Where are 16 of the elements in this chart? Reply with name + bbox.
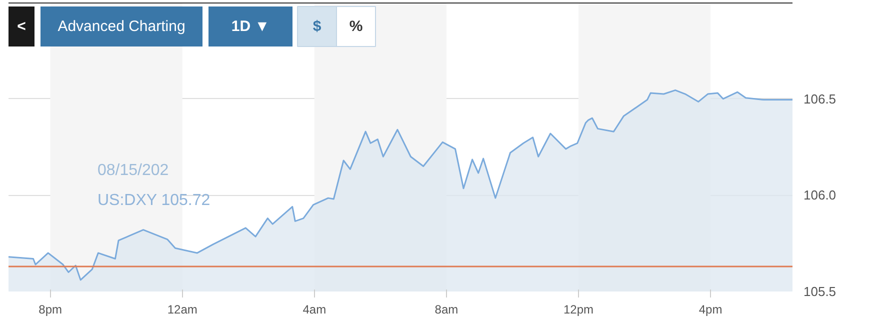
annotation: Advanced Charting [58, 18, 186, 35]
annotation: 1D ▼ [231, 18, 270, 35]
x-tick-label: 12am [167, 302, 198, 316]
annotation: US:DXY 105.72 [98, 192, 210, 209]
y-tick-label: 106.5 [804, 91, 836, 106]
x-tick-label: 8pm [38, 302, 62, 316]
x-tick-label: 12pm [563, 302, 594, 316]
x-tick-label: 4pm [698, 302, 722, 316]
x-tick-label: 4am [302, 302, 326, 316]
y-tick-label: 105.5 [804, 284, 836, 299]
annotation: % [349, 18, 363, 35]
x-tick-label: 8am [434, 302, 458, 316]
annotation: 08/15/202 [98, 162, 169, 179]
y-tick-label: 106.0 [804, 188, 836, 203]
annotation: < [17, 18, 26, 35]
annotation: $ [312, 18, 322, 35]
